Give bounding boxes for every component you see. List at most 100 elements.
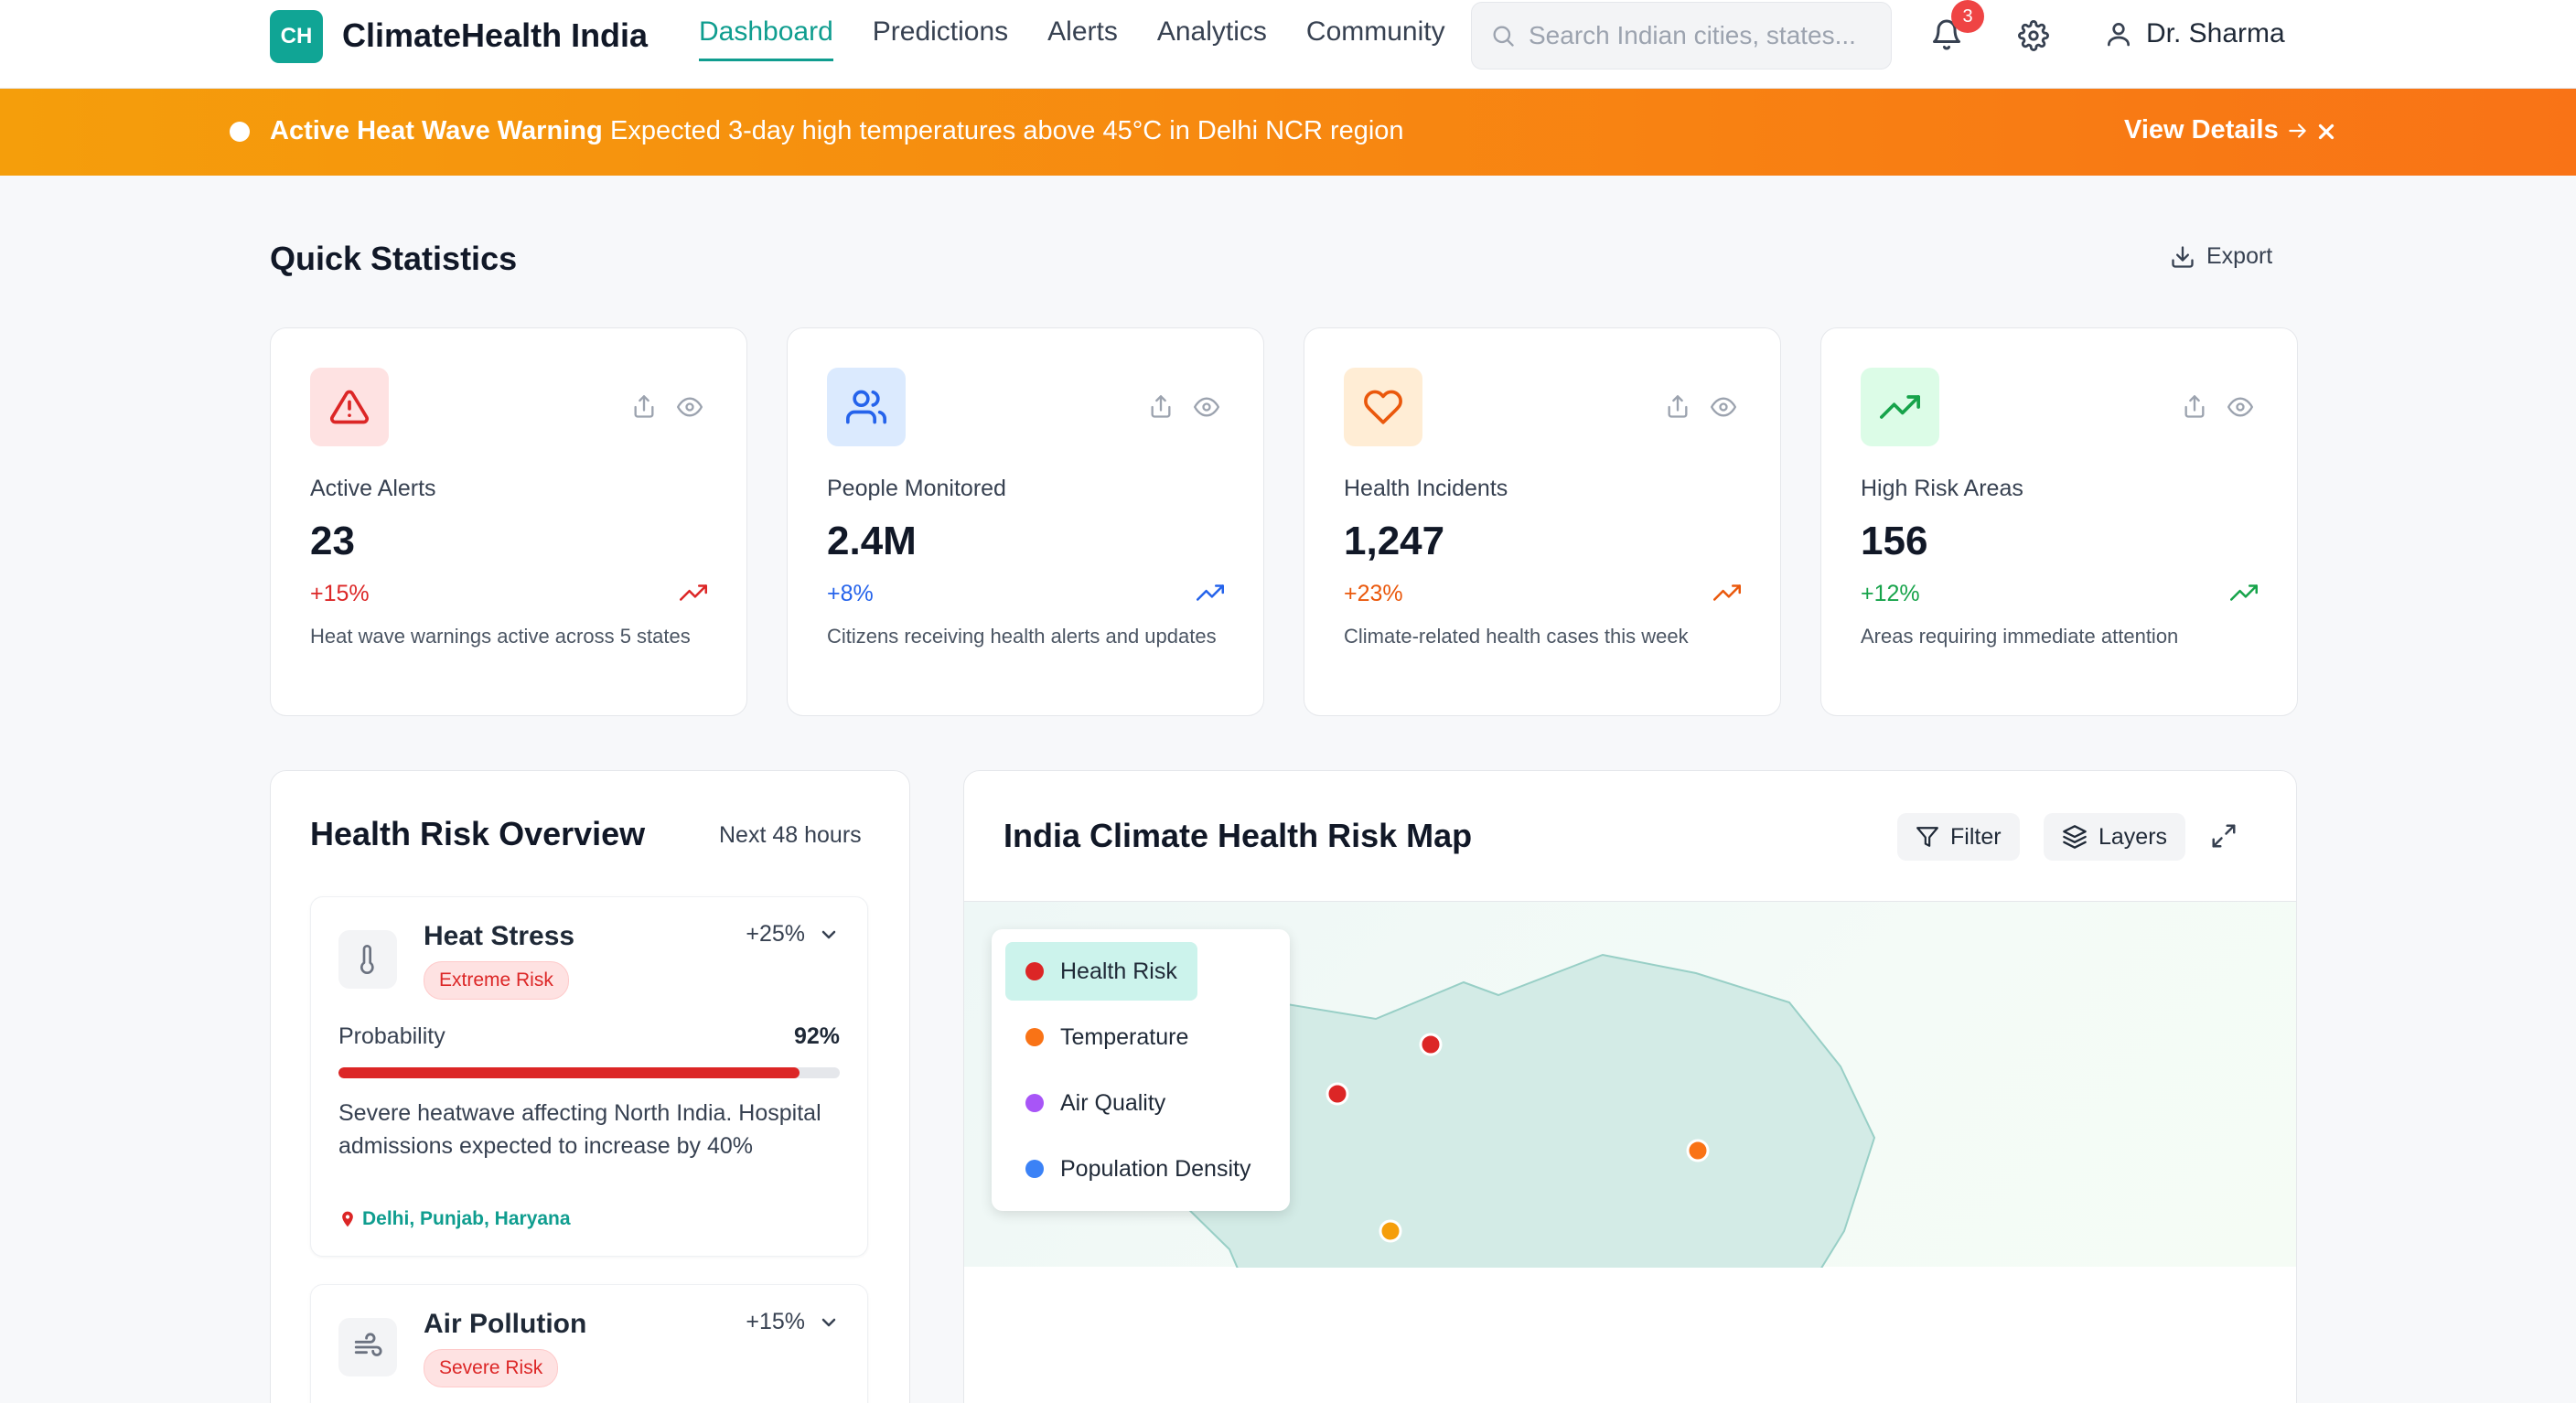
stat-description: Areas requiring immediate attention bbox=[1861, 625, 2179, 648]
stat-label: People Monitored bbox=[827, 476, 1006, 501]
banner-title: Active Heat Wave Warning bbox=[270, 116, 603, 145]
thermometer-icon bbox=[338, 930, 397, 989]
nav-alerts[interactable]: Alerts bbox=[1047, 16, 1118, 47]
eye-icon[interactable] bbox=[1194, 394, 1219, 420]
heart-icon bbox=[1344, 368, 1422, 446]
map-marker-temperature[interactable] bbox=[1686, 1139, 1710, 1162]
nav-dashboard[interactable]: Dashboard bbox=[699, 16, 833, 61]
risk-item-heat-stress[interactable]: Heat Stress Extreme Risk +25% Probabilit… bbox=[310, 896, 868, 1257]
stat-card-high-risk-areas[interactable]: High Risk Areas 156 +12% Areas requiring… bbox=[1820, 327, 2298, 716]
notification-count-badge: 3 bbox=[1951, 0, 1984, 33]
risk-item-air-pollution[interactable]: Air Pollution Severe Risk +15% bbox=[310, 1284, 868, 1403]
share-icon[interactable] bbox=[1148, 394, 1174, 420]
notifications-button[interactable] bbox=[1930, 18, 1963, 51]
stat-label: Active Alerts bbox=[310, 476, 436, 501]
eye-icon[interactable] bbox=[2227, 394, 2253, 420]
stat-change: +12% bbox=[1861, 581, 1920, 606]
map-marker-health-risk[interactable] bbox=[1326, 1082, 1349, 1106]
legend-label: Air Quality bbox=[1060, 1089, 1166, 1116]
risk-locations: Delhi, Punjab, Haryana bbox=[338, 1208, 571, 1230]
card-actions bbox=[1665, 394, 1736, 420]
health-risk-title: Health Risk Overview bbox=[310, 815, 646, 852]
risk-map-panel: India Climate Health Risk Map Filter Lay… bbox=[963, 770, 2297, 1403]
legend-population-density[interactable]: Population Density bbox=[1005, 1140, 1276, 1198]
legend-label: Temperature bbox=[1060, 1023, 1189, 1050]
nav-predictions[interactable]: Predictions bbox=[872, 16, 1009, 47]
banner-message: Expected 3-day high temperatures above 4… bbox=[610, 116, 1404, 145]
stat-description: Climate-related health cases this week bbox=[1344, 625, 1689, 648]
eye-icon[interactable] bbox=[677, 394, 703, 420]
expand-map-button[interactable] bbox=[2210, 822, 2238, 850]
user-menu[interactable]: Dr. Sharma bbox=[2104, 18, 2285, 49]
map-pin-icon bbox=[342, 1211, 353, 1227]
risk-delta[interactable]: +15% bbox=[746, 1309, 840, 1335]
risk-delta-value: +25% bbox=[746, 921, 805, 947]
share-icon[interactable] bbox=[2182, 394, 2207, 420]
users-icon bbox=[827, 368, 906, 446]
health-risk-timeframe: Next 48 hours bbox=[719, 822, 862, 848]
legend-health-risk[interactable]: Health Risk bbox=[1005, 942, 1197, 1001]
banner-close-button[interactable] bbox=[2314, 120, 2338, 144]
risk-level-badge: Extreme Risk bbox=[424, 961, 569, 1000]
filter-button[interactable]: Filter bbox=[1897, 813, 2020, 861]
export-label: Export bbox=[2206, 243, 2273, 269]
filter-label: Filter bbox=[1950, 823, 2002, 850]
legend-dot bbox=[1025, 1160, 1044, 1178]
map-title: India Climate Health Risk Map bbox=[1004, 817, 1473, 854]
stat-card-people-monitored[interactable]: People Monitored 2.4M +8% Citizens recei… bbox=[787, 327, 1264, 716]
nav-analytics[interactable]: Analytics bbox=[1156, 16, 1267, 47]
trending-up-icon bbox=[1861, 368, 1939, 446]
chevron-down-icon bbox=[821, 1318, 836, 1326]
export-button[interactable]: Export bbox=[2170, 243, 2272, 270]
chevron-down-icon bbox=[821, 930, 836, 938]
user-icon bbox=[2108, 23, 2130, 47]
gear-icon bbox=[2018, 20, 2049, 51]
map-marker-health-risk[interactable] bbox=[1419, 1033, 1443, 1056]
stat-change: +8% bbox=[827, 581, 874, 606]
layers-label: Layers bbox=[2098, 823, 2168, 850]
search-box bbox=[1471, 2, 1892, 70]
card-actions bbox=[1148, 394, 1219, 420]
trending-up-icon bbox=[1713, 584, 1741, 601]
stat-card-active-alerts[interactable]: Active Alerts 23 +15% Heat wave warnings… bbox=[270, 327, 747, 716]
eye-icon[interactable] bbox=[1711, 394, 1736, 420]
risk-name: Heat Stress bbox=[424, 921, 575, 951]
stat-card-health-incidents[interactable]: Health Incidents 1,247 +23% Climate-rela… bbox=[1304, 327, 1781, 716]
legend-label: Population Density bbox=[1060, 1155, 1251, 1182]
stat-description: Heat wave warnings active across 5 state… bbox=[310, 625, 691, 648]
layers-button[interactable]: Layers bbox=[2044, 813, 2186, 861]
settings-button[interactable] bbox=[2018, 20, 2049, 51]
top-header: CH ClimateHealth India Dashboard Predict… bbox=[0, 0, 2576, 89]
filter-icon bbox=[1916, 827, 1938, 847]
view-details-label: View Details bbox=[2124, 115, 2279, 145]
search-input[interactable] bbox=[1529, 21, 1876, 50]
stat-label: High Risk Areas bbox=[1861, 476, 2023, 501]
logo-badge[interactable]: CH bbox=[270, 10, 323, 63]
stat-description: Citizens receiving health alerts and upd… bbox=[827, 625, 1217, 648]
layers-icon bbox=[2063, 825, 2087, 849]
share-icon[interactable] bbox=[1665, 394, 1690, 420]
risk-delta-value: +15% bbox=[746, 1309, 805, 1334]
trending-up-icon bbox=[2230, 584, 2258, 601]
legend-dot bbox=[1025, 1094, 1044, 1112]
map-marker-heat[interactable] bbox=[1379, 1219, 1402, 1243]
legend-air-quality[interactable]: Air Quality bbox=[1005, 1074, 1276, 1132]
expand-icon bbox=[2212, 824, 2236, 848]
view-details-link[interactable]: View Details bbox=[2124, 115, 2310, 145]
legend-dot bbox=[1025, 1028, 1044, 1046]
map-legend: Health Risk Temperature Air Quality Popu… bbox=[992, 929, 1290, 1211]
quick-stats-title: Quick Statistics bbox=[270, 240, 518, 277]
risk-delta[interactable]: +25% bbox=[746, 921, 840, 948]
app-name[interactable]: ClimateHealth India bbox=[342, 16, 649, 54]
trending-up-icon bbox=[680, 584, 707, 601]
stat-value: 156 bbox=[1861, 519, 1928, 563]
main-nav: Dashboard Predictions Alerts Analytics C… bbox=[699, 16, 1445, 61]
nav-community[interactable]: Community bbox=[1305, 16, 1445, 47]
map-canvas[interactable]: Health Risk Temperature Air Quality Popu… bbox=[964, 901, 2296, 1268]
risk-locations-text: Delhi, Punjab, Haryana bbox=[362, 1208, 571, 1229]
legend-temperature[interactable]: Temperature bbox=[1005, 1008, 1276, 1066]
stat-change: +23% bbox=[1344, 581, 1403, 606]
probability-label: Probability bbox=[338, 1023, 445, 1049]
share-icon[interactable] bbox=[631, 394, 657, 420]
legend-label: Health Risk bbox=[1060, 958, 1177, 984]
